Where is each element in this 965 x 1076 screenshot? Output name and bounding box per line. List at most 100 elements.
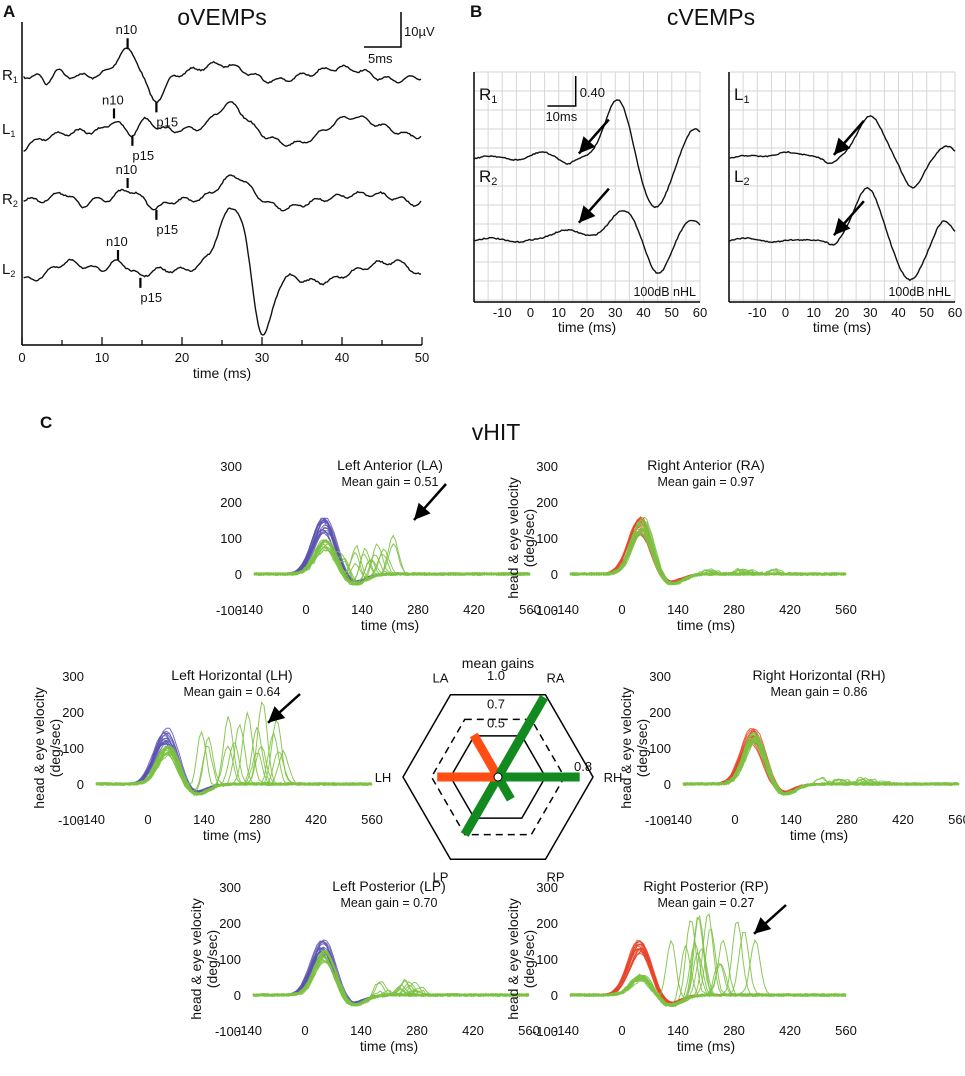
vhit-eye-trace [569, 530, 847, 585]
ovemps-trace-label-L1: L1 [2, 121, 15, 139]
vhit-x-tick-label: -140 [666, 812, 692, 827]
vhit-eye-trace [252, 949, 530, 1006]
vhit-plot-gain: Mean gain = 0.27 [658, 896, 755, 910]
vhit-eye-trace [253, 543, 531, 586]
cvemps-trace-label-R2: R2 [479, 167, 497, 188]
vhit-x-tick-label: 0 [618, 602, 625, 617]
ovemps-trace-L1 [23, 101, 422, 152]
radar-ring-1.0 [402, 693, 594, 861]
vhit-x-tick-label: 0 [301, 1023, 308, 1038]
vhit-eye-trace [569, 526, 847, 586]
vhit-eye-trace [95, 726, 373, 796]
vhit-x-tick-label: 140 [193, 812, 215, 827]
cvemps-x-tick-label: 60 [693, 305, 707, 320]
vhit-eye-trace [569, 913, 847, 1007]
cvemps-trace-label-R1: R1 [479, 85, 497, 106]
vhit-y-tick-label: 0 [551, 567, 558, 582]
vhit-eye-trace [683, 737, 960, 796]
panel-letter-a: A [3, 2, 15, 21]
vhit-plot-RA: 300 200 100 0 -100-140 0 140 280 420 560 time (ms)… [505, 457, 857, 633]
radar-center [493, 772, 503, 782]
ovemps-x-tick-label: 0 [18, 350, 25, 365]
vhit-y-tick-label: 200 [220, 495, 242, 510]
vhit-catchup-arrow-head [268, 706, 286, 723]
vhit-y-tick-label: 200 [62, 705, 84, 720]
vhit-x-tick-label: 560 [361, 812, 383, 827]
vhit-y-tick-label: 100 [536, 531, 558, 546]
vhit-x-tick-label: 420 [779, 1023, 801, 1038]
vhit-eye-trace [569, 519, 847, 585]
vhit-x-tick-label: 280 [406, 1023, 428, 1038]
vhit-y-tick-label: 300 [649, 669, 671, 684]
vhit-catchup-arrow-head [754, 917, 772, 934]
radar-axis-label-LA: LA [433, 670, 449, 685]
cvemps-x-tick-label: 30 [608, 305, 622, 320]
vhit-eye-trace [252, 952, 530, 1006]
cvemps-trace-label-L1: L1 [734, 85, 750, 106]
vhit-y-tick-label: 300 [536, 880, 558, 895]
radar-ring-label-08: 0.8 [574, 759, 592, 774]
vhit-eye-trace [253, 543, 531, 586]
vhit-plot-gain: Mean gain = 0.86 [771, 685, 868, 699]
vhit-eye-trace [252, 956, 530, 1007]
vhit-y-tick-label: 100 [219, 952, 241, 967]
vhit-plot-title: Right Anterior (RA) [647, 457, 764, 473]
vhit-eye-trace [253, 950, 530, 1006]
vhit-eye-trace [253, 546, 531, 584]
cvemps-x-axis-label: time (ms) [813, 319, 871, 335]
vhit-x-tick-label: 140 [350, 1023, 372, 1038]
vhit-y-tick-label: 100 [220, 531, 242, 546]
vhit-y-axis-label-units: (deg/sec) [521, 509, 537, 567]
ovemps-trace-R2 [23, 174, 422, 212]
ovemps-trace-R1 [23, 47, 422, 103]
vhit-x-tick-label: 140 [780, 812, 802, 827]
radar-axis-label-LH: LH [375, 770, 392, 785]
vhit-x-tick-label: 420 [462, 1023, 484, 1038]
vhit-y-axis-label: head & eye velocity [188, 898, 204, 1019]
vhit-x-tick-label: 560 [835, 602, 857, 617]
vhit-x-tick-label: 280 [723, 1023, 745, 1038]
ovemps-scale-amplitude: 10µV [404, 24, 435, 39]
vhit-x-tick-label: -140 [553, 1023, 579, 1038]
vhit-eye-trace [253, 539, 531, 586]
vhit-eye-trace [253, 549, 531, 580]
vhit-eye-trace [570, 530, 847, 585]
vhit-x-tick-label: 140 [667, 602, 689, 617]
vhit-eye-trace [95, 730, 373, 797]
vhit-x-tick-label: 560 [518, 1023, 540, 1038]
vhit-eye-trace [569, 533, 847, 585]
ovemps-peak-label-R2-n10: n10 [116, 162, 138, 177]
cvemps-trace-R1 [473, 99, 701, 209]
radar-axis-label-LP: LP [433, 870, 449, 885]
ovemps-x-tick-label: 20 [175, 350, 189, 365]
vhit-x-tick-label: -140 [553, 602, 579, 617]
ovemps-scale-time: 5ms [368, 51, 393, 66]
vhit-y-tick-label: 300 [62, 669, 84, 684]
vhit-y-tick-label: 200 [536, 495, 558, 510]
vhit-x-tick-label: 560 [948, 812, 965, 827]
vhit-eye-trace [682, 739, 960, 796]
vhit-eye-trace [252, 952, 530, 1007]
vhit-x-tick-label: 0 [144, 812, 151, 827]
ovemps-x-tick-label: 30 [255, 350, 269, 365]
cvemps-x-tick-label: 30 [863, 305, 877, 320]
vhit-x-tick-label: 280 [723, 602, 745, 617]
vhit-y-tick-label: 200 [649, 705, 671, 720]
vhit-eye-trace [682, 739, 960, 795]
vhit-x-tick-label: -140 [237, 602, 263, 617]
vhit-x-tick-label: 140 [667, 1023, 689, 1038]
cvemps-x-tick-label: -10 [493, 305, 512, 320]
cvemps-scale-amplitude: 0.40 [580, 85, 605, 100]
ovemps-x-tick-label: 10 [95, 350, 109, 365]
vhit-eye-trace [252, 955, 530, 1006]
cvemps-arrow-head [833, 217, 851, 236]
vhit-eye-trace [252, 960, 530, 1007]
vhit-eye-trace [253, 534, 531, 586]
vhit-y-axis-label: head & eye velocity [31, 687, 47, 808]
vhit-x-axis-label: time (ms) [203, 827, 261, 843]
cvemps-arrow-head [578, 205, 596, 223]
vhit-x-tick-label: 420 [463, 602, 485, 617]
vhit-y-tick-label: 0 [234, 988, 241, 1003]
vhit-plot-LH: 300 200 100 0 -100-140 0 140 280 420 560 time (ms)… [31, 667, 383, 843]
vhit-eye-trace [252, 955, 530, 1007]
